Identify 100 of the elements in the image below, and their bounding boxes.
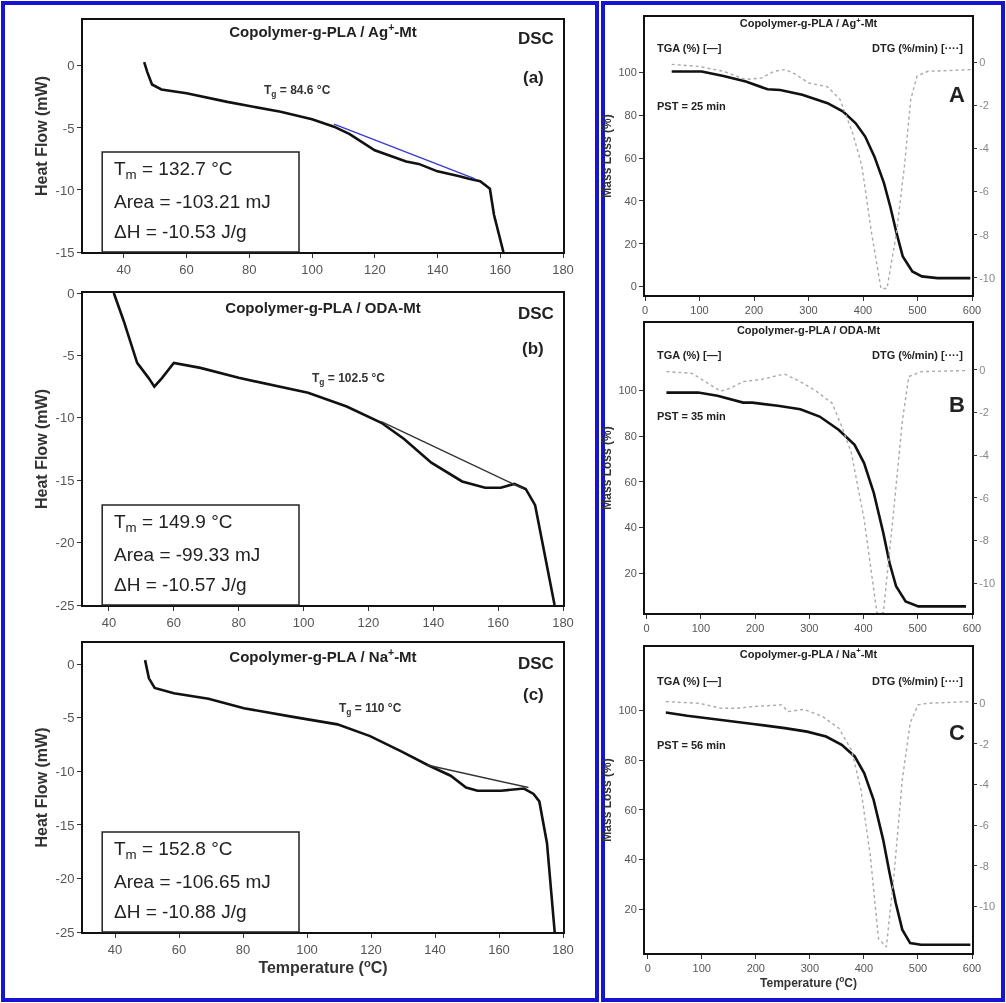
x-tick-label: 600 bbox=[962, 622, 982, 635]
annotation: ΔH = -10.53 J/g bbox=[114, 221, 247, 242]
annotation: T$_{m}$ = 132.7 °C bbox=[114, 158, 233, 182]
y2-tick-label: -10 bbox=[979, 271, 996, 284]
x-tick-label: 500 bbox=[908, 622, 927, 635]
annotation: TGA (%) [—] bbox=[657, 42, 722, 54]
annotation: DTG (%/min) [····] bbox=[872, 675, 964, 687]
x-tick-label: 300 bbox=[799, 304, 818, 317]
x-tick-label: 100 bbox=[296, 941, 318, 957]
chart-title: Copolymer-g-PLA / Ag$^{+}$-Mt bbox=[739, 15, 878, 30]
y-tick-label: 20 bbox=[624, 237, 637, 250]
x-tick-label: 60 bbox=[171, 941, 187, 957]
x-tick-label: 200 bbox=[744, 304, 764, 317]
x-tick-label: 40 bbox=[107, 941, 123, 957]
x-tick-label: 300 bbox=[800, 962, 820, 975]
chart-title: Copolymer-g-PLA / ODA-Mt bbox=[736, 323, 881, 336]
y2-tick-label: -8 bbox=[979, 534, 989, 547]
y-tick-label: -15 bbox=[55, 472, 75, 488]
chart-title: Copolymer-g-PLA / Ag$^{+}$-Mt bbox=[229, 21, 417, 41]
y-tick-label: 40 bbox=[624, 194, 637, 207]
x-tick-label: 600 bbox=[962, 304, 982, 317]
y2-tick-label: -10 bbox=[979, 577, 996, 589]
y-axis-title: Heat Flow (mW) bbox=[33, 389, 50, 509]
y2-tick-label: -6 bbox=[979, 818, 989, 831]
annotation: C bbox=[949, 720, 965, 745]
y2-tick-label: -2 bbox=[979, 406, 989, 419]
y-tick-label: -5 bbox=[62, 120, 75, 136]
chart-title: Copolymer-g-PLA / ODA-Mt bbox=[225, 298, 421, 316]
y2-tick-label: -8 bbox=[979, 228, 989, 241]
annotation: DTG (%/min) [····] bbox=[872, 349, 964, 361]
y-tick-label: -15 bbox=[55, 817, 75, 833]
x-tick-label: 200 bbox=[746, 962, 765, 975]
x-tick-label: 40 bbox=[101, 614, 117, 630]
x-tick-label: 180 bbox=[552, 261, 574, 277]
y-tick-label: -25 bbox=[55, 597, 75, 613]
y2-tick-label: -4 bbox=[979, 142, 989, 155]
y-tick-label: 60 bbox=[624, 475, 637, 488]
x-tick-label: 400 bbox=[854, 962, 874, 975]
y-tick-label: 20 bbox=[624, 566, 637, 579]
x-tick-label: 0 bbox=[644, 962, 651, 975]
y-tick-label: 40 bbox=[624, 521, 637, 534]
y2-tick-label: 0 bbox=[979, 363, 986, 376]
y2-tick-label: 0 bbox=[979, 697, 986, 710]
x-tick-label: 140 bbox=[426, 261, 449, 277]
y-axis-title: Heat Flow (mW) bbox=[33, 727, 50, 848]
y2-tick-label: -2 bbox=[979, 99, 989, 112]
y-tick-label: 100 bbox=[618, 704, 637, 717]
y-tick-label: -20 bbox=[55, 871, 75, 887]
x-tick-label: 160 bbox=[489, 261, 512, 277]
y-axis-title: Mass Loss (%) bbox=[600, 426, 615, 510]
y2-tick-label: -2 bbox=[979, 737, 989, 750]
x-tick-label: 0 bbox=[641, 304, 649, 317]
x-tick-label: 300 bbox=[800, 622, 819, 635]
annotation: T$_{m}$ = 149.9 °C bbox=[114, 511, 233, 535]
annotation: T$_{m}$ = 152.8 °C bbox=[114, 838, 233, 862]
x-tick-label: 120 bbox=[360, 941, 382, 957]
annotation: Area = -103.21 mJ bbox=[114, 191, 271, 212]
annotation: DSC bbox=[518, 29, 554, 48]
x-tick-label: 140 bbox=[424, 941, 446, 957]
y-tick-label: 60 bbox=[624, 151, 637, 164]
annotation: TGA (%) [—] bbox=[657, 349, 722, 361]
annotation: A bbox=[949, 82, 965, 107]
y-tick-label: 80 bbox=[624, 430, 637, 443]
x-tick-label: 180 bbox=[552, 614, 574, 630]
chart-title: Copolymer-g-PLA / Na$^{+}$-Mt bbox=[229, 645, 417, 666]
x-axis-title: Temperature ($^{o}$C) bbox=[760, 974, 857, 991]
y2-tick-label: -4 bbox=[979, 778, 989, 791]
x-tick-label: 0 bbox=[643, 622, 650, 635]
x-tick-label: 80 bbox=[231, 614, 246, 630]
x-tick-label: 100 bbox=[692, 962, 711, 975]
y-tick-label: -5 bbox=[62, 710, 75, 726]
x-tick-label: 80 bbox=[242, 261, 257, 277]
x-tick-label: 40 bbox=[116, 261, 132, 277]
y-tick-label: 20 bbox=[624, 902, 637, 915]
x-tick-label: 100 bbox=[691, 622, 711, 635]
x-tick-label: 60 bbox=[179, 261, 194, 277]
y2-tick-label: -6 bbox=[979, 185, 989, 198]
annotation: TGA (%) [—] bbox=[657, 675, 722, 687]
y-tick-label: 80 bbox=[624, 754, 637, 767]
x-tick-label: 140 bbox=[422, 614, 445, 630]
annotation: PST = 56 min bbox=[657, 739, 727, 751]
x-tick-label: 100 bbox=[690, 304, 709, 317]
y-tick-label: 80 bbox=[624, 109, 637, 122]
y-axis-title: Mass Loss (%) bbox=[600, 758, 615, 842]
y2-tick-label: -10 bbox=[979, 900, 996, 913]
annotation: ΔH = -10.57 J/g bbox=[114, 574, 247, 595]
y-tick-label: 0 bbox=[67, 285, 75, 301]
x-tick-label: 200 bbox=[745, 622, 765, 635]
y2-tick-label: -6 bbox=[979, 491, 989, 504]
chart-title: Copolymer-g-PLA / Na$^{+}$-Mt bbox=[739, 646, 878, 660]
annotation: ΔH = -10.88 J/g bbox=[114, 901, 247, 922]
y-tick-label: 0 bbox=[67, 58, 75, 74]
y-tick-label: -10 bbox=[55, 182, 75, 198]
annotation: PST = 35 min bbox=[657, 410, 727, 422]
annotation: T$_{g}$ = 84.6 °C bbox=[264, 83, 331, 99]
y-tick-label: 100 bbox=[618, 66, 637, 79]
y-tick-label: -20 bbox=[55, 535, 75, 551]
annotation: (b) bbox=[522, 339, 544, 358]
annotation: DTG (%/min) [····] bbox=[872, 42, 964, 54]
x-tick-label: 120 bbox=[363, 261, 386, 277]
